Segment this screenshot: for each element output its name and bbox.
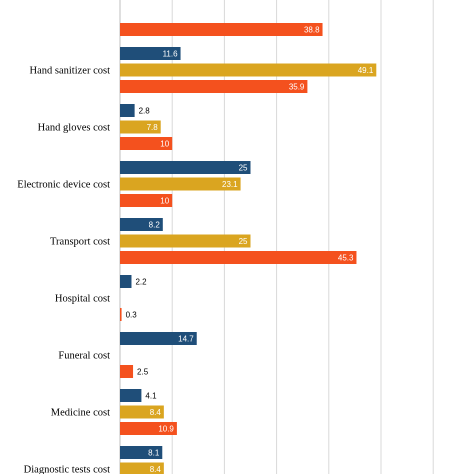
data-label: 7.8: [147, 123, 159, 132]
bars: [120, 23, 377, 474]
data-label: 25: [239, 237, 248, 246]
data-label: 10: [160, 197, 169, 206]
category-label: Funeral cost: [58, 351, 110, 362]
bar: [120, 137, 173, 150]
data-label: 8.4: [150, 408, 162, 417]
data-label: 2.8: [139, 107, 151, 116]
bar: [120, 161, 251, 174]
data-label: 4.1: [145, 392, 157, 401]
data-label: 0.3: [126, 311, 138, 320]
category-label: Medicine cost: [51, 408, 110, 419]
bar: [120, 422, 177, 435]
bar: [120, 47, 181, 60]
bar: [120, 275, 132, 288]
data-label: 11.6: [163, 50, 179, 59]
value-labels: 38.811.649.135.92.87.8102523.1108.22545.…: [126, 26, 374, 474]
bar: [120, 446, 163, 459]
data-label: 49.1: [358, 66, 374, 75]
bar: [120, 177, 241, 191]
data-label: 2.5: [137, 368, 149, 377]
category-label: Hand sanitizer cost: [30, 66, 111, 77]
data-label: 14.7: [178, 335, 194, 344]
bar: [120, 389, 142, 402]
bar: [120, 308, 122, 321]
category-label: Transport cost: [50, 237, 110, 248]
data-label: 25: [239, 164, 248, 173]
data-label: 35.9: [289, 83, 305, 92]
bar: [120, 332, 197, 345]
data-label: 45.3: [338, 254, 354, 263]
bar: [120, 63, 377, 77]
data-label: 38.8: [304, 26, 320, 35]
bar: [120, 80, 308, 93]
data-label: 8.4: [150, 465, 162, 474]
data-label: 8.1: [148, 449, 160, 458]
data-label: 10.9: [158, 425, 174, 434]
data-label: 10: [160, 140, 169, 149]
category-label: Hand gloves cost: [38, 123, 110, 134]
bar: [120, 234, 251, 248]
category-label: Diagnostic tests cost: [24, 465, 110, 474]
bar: [120, 365, 134, 378]
data-label: 23.1: [222, 180, 238, 189]
bar: [120, 462, 164, 474]
bar: [120, 194, 173, 207]
bar: [120, 405, 164, 419]
bar: [120, 104, 135, 117]
bar: [120, 218, 163, 231]
category-labels: Hand sanitizer cost Hand gloves cost Elect…: [17, 66, 110, 474]
category-label: Hospital cost: [55, 294, 110, 305]
bar: [120, 120, 161, 134]
category-label: Electronic device cost: [17, 180, 110, 191]
bar: [120, 251, 357, 264]
data-label: 2.2: [135, 278, 147, 287]
data-label: 8.2: [149, 221, 161, 230]
bar: [120, 23, 323, 36]
